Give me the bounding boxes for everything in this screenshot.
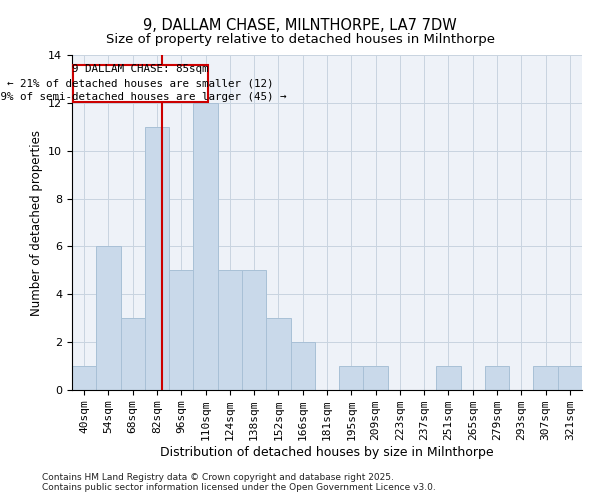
- Bar: [242, 270, 266, 390]
- Bar: [290, 342, 315, 390]
- Bar: [364, 366, 388, 390]
- Bar: [121, 318, 145, 390]
- Bar: [96, 246, 121, 390]
- Bar: [169, 270, 193, 390]
- Bar: [145, 127, 169, 390]
- Bar: [193, 103, 218, 390]
- Text: Size of property relative to detached houses in Milnthorpe: Size of property relative to detached ho…: [106, 32, 494, 46]
- Text: 9 DALLAM CHASE: 85sqm
← 21% of detached houses are smaller (12)
79% of semi-deta: 9 DALLAM CHASE: 85sqm ← 21% of detached …: [0, 64, 287, 102]
- Bar: [558, 366, 582, 390]
- Bar: [72, 366, 96, 390]
- Text: Contains HM Land Registry data © Crown copyright and database right 2025.
Contai: Contains HM Land Registry data © Crown c…: [42, 473, 436, 492]
- Y-axis label: Number of detached properties: Number of detached properties: [29, 130, 43, 316]
- X-axis label: Distribution of detached houses by size in Milnthorpe: Distribution of detached houses by size …: [160, 446, 494, 459]
- Bar: [218, 270, 242, 390]
- Bar: [339, 366, 364, 390]
- Text: 9, DALLAM CHASE, MILNTHORPE, LA7 7DW: 9, DALLAM CHASE, MILNTHORPE, LA7 7DW: [143, 18, 457, 32]
- Bar: [533, 366, 558, 390]
- Bar: [485, 366, 509, 390]
- Bar: [436, 366, 461, 390]
- Bar: [266, 318, 290, 390]
- FancyBboxPatch shape: [73, 64, 208, 102]
